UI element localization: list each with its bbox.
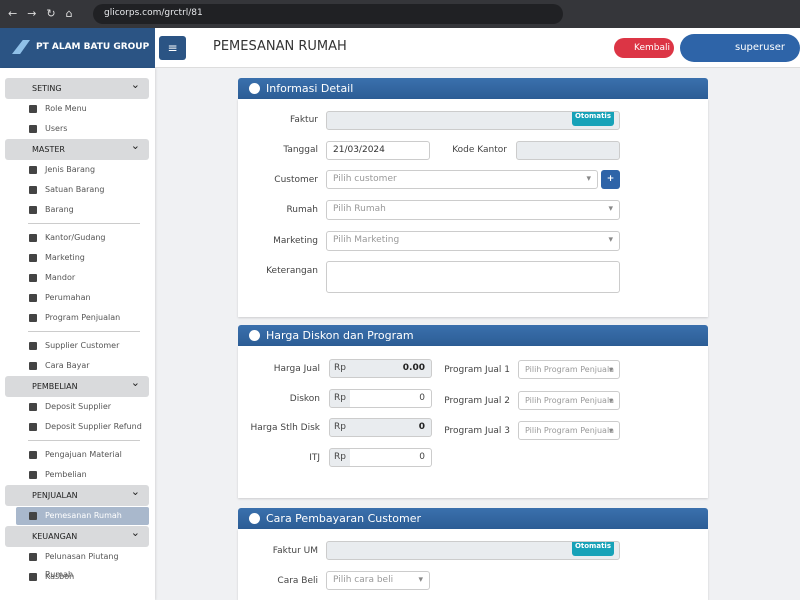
- label: Cara Beli: [277, 576, 318, 586]
- label: Keterangan: [266, 266, 318, 276]
- label: Customer: [274, 175, 318, 185]
- label: Rumah: [286, 205, 318, 215]
- sidebar-section[interactable]: PEMBELIAN: [5, 372, 149, 397]
- label: Harga Stlh Disk: [250, 423, 320, 433]
- input: [516, 141, 620, 160]
- input: Otomatis: [326, 541, 620, 560]
- address-bar[interactable]: glicorps.com/grctrl/81: [93, 4, 563, 24]
- add-button[interactable]: +: [601, 170, 620, 189]
- sidebar-item[interactable]: Pembelian: [16, 466, 149, 484]
- panel-header: Informasi Detail: [238, 78, 708, 99]
- sidebar-item[interactable]: Supplier Customer: [16, 337, 149, 355]
- input: 0: [350, 418, 432, 437]
- sidebar-item[interactable]: Users: [16, 120, 149, 138]
- sidebar-section[interactable]: PENJUALAN: [5, 481, 149, 506]
- select[interactable]: Pilih Program Penjuala: [518, 421, 620, 440]
- prefix: Rp: [329, 388, 351, 408]
- sidebar-item[interactable]: Pengajuan Material: [16, 446, 149, 464]
- select[interactable]: Pilih Program Penjuala: [518, 390, 620, 410]
- panel-body: [238, 529, 708, 600]
- label: Program Jual 1: [444, 365, 510, 375]
- sidebar-item[interactable]: Perumahan: [16, 289, 149, 307]
- sidebar-item[interactable]: Role Menu: [16, 100, 149, 118]
- badge: Otomatis: [571, 112, 614, 126]
- select[interactable]: Pilih Marketing: [326, 231, 620, 251]
- back-button[interactable]: Kembali: [614, 38, 674, 58]
- url: glicorps.com/grctrl/81: [104, 8, 203, 18]
- label: Diskon: [289, 393, 320, 404]
- select[interactable]: Pilih cara beli: [326, 571, 430, 590]
- logo: [12, 40, 30, 54]
- select[interactable]: Pilih customer: [326, 170, 598, 189]
- user-menu[interactable]: superuser: [680, 34, 800, 62]
- sidebar-item[interactable]: Deposit Supplier Refund: [16, 418, 149, 436]
- label: ITJ: [309, 452, 320, 463]
- sidebar-item[interactable]: Pelunasan Piutang Rumah: [16, 548, 149, 579]
- sidebar: SETINGRole Menu UsersMASTERJenis Barang Sa…: [0, 68, 155, 600]
- page-title: PEMESANAN RUMAH: [213, 39, 347, 54]
- sidebar-item[interactable]: Mandor: [16, 269, 149, 287]
- date-input[interactable]: 21/03/2024: [326, 141, 430, 160]
- panel-header: Harga Diskon dan Program: [238, 325, 708, 346]
- top-header: ≡ PEMESANAN RUMAH Kembali superuser: [155, 28, 800, 68]
- sidebar-item[interactable]: Kantor/Gudang: [16, 229, 149, 247]
- input: 0.00: [350, 359, 432, 378]
- browser-bar: ←→↻⌂ glicorps.com/grctrl/81: [0, 0, 800, 28]
- prefix: Rp: [329, 359, 351, 378]
- select[interactable]: Pilih Rumah: [326, 200, 620, 220]
- sidebar-item[interactable]: Satuan Barang: [16, 181, 149, 199]
- sidebar-item[interactable]: Deposit Supplier: [16, 398, 149, 416]
- panel-header: Cara Pembayaran Customer: [238, 508, 708, 529]
- divider: [28, 440, 140, 441]
- sidebar-item[interactable]: Jenis Barang: [16, 161, 149, 179]
- panel-body: [238, 346, 708, 498]
- label: Marketing: [273, 236, 318, 246]
- badge: Otomatis: [571, 542, 614, 556]
- label: Program Jual 3: [444, 426, 510, 436]
- label: Faktur: [289, 115, 318, 125]
- input: Otomatis: [326, 111, 620, 130]
- label: Tanggal: [283, 145, 318, 155]
- brand-area: PT ALAM BATU GROUP: [0, 28, 155, 68]
- sidebar-section[interactable]: MASTER: [5, 135, 149, 160]
- divider: [28, 223, 140, 224]
- sidebar-item[interactable]: Pemesanan Rumah: [16, 507, 149, 525]
- label: Kode Kantor: [452, 145, 507, 155]
- input[interactable]: 0: [350, 447, 432, 467]
- sidebar-item[interactable]: Marketing: [16, 249, 149, 267]
- prefix: Rp: [329, 418, 351, 437]
- sidebar-item[interactable]: Kasbon: [16, 568, 149, 586]
- sidebar-item[interactable]: Program Penjualan: [16, 309, 149, 327]
- textarea[interactable]: [326, 261, 620, 293]
- prefix: Rp: [329, 447, 351, 467]
- sidebar-section[interactable]: KEUANGAN: [5, 522, 149, 547]
- label: Harga Jual: [273, 364, 320, 374]
- select[interactable]: Pilih Program Penjuala: [518, 360, 620, 379]
- nav-buttons[interactable]: ←→↻⌂: [8, 7, 83, 20]
- menu-toggle[interactable]: ≡: [159, 36, 186, 60]
- sidebar-item[interactable]: Cara Bayar: [16, 357, 149, 375]
- sidebar-item[interactable]: Barang: [16, 201, 149, 219]
- label: Program Jual 2: [444, 395, 510, 406]
- label: Faktur UM: [272, 546, 318, 556]
- input[interactable]: 0: [350, 388, 432, 408]
- divider: [28, 331, 140, 332]
- sidebar-section[interactable]: SETING: [5, 74, 149, 99]
- brand: PT ALAM BATU GROUP: [36, 42, 150, 52]
